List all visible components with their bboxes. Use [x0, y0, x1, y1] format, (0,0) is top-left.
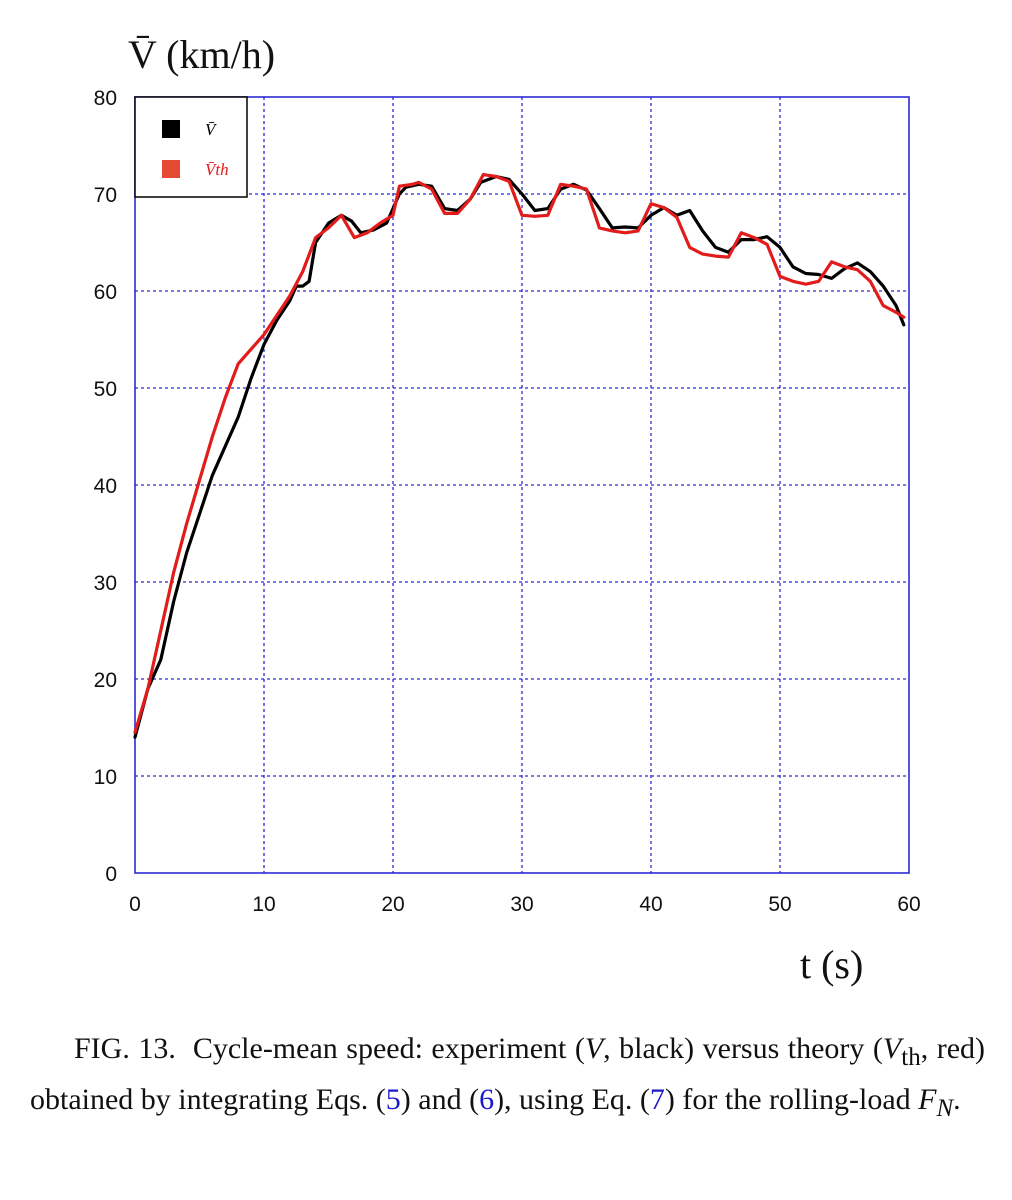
y-tick-label: 30 [94, 572, 117, 595]
speed-chart: 0 10 20 30 40 50 60 0 10 20 30 40 50 60 70 80 V̄ V̄th V… [94, 32, 921, 987]
grid [135, 97, 909, 873]
figure-caption: FIG. 13. Cycle-mean speed: experiment (V… [30, 1028, 985, 1130]
x-tick-label: 50 [768, 893, 791, 916]
caption-text: ), using Eq. ( [494, 1083, 650, 1116]
x-axis-title: t (s) [800, 942, 863, 987]
y-tick-label: 50 [94, 378, 117, 401]
plot-frame [134, 96, 910, 874]
y-tick-label: 80 [94, 87, 117, 110]
y-tick-label: 40 [94, 475, 117, 498]
caption-var-vth: V [882, 1032, 902, 1065]
eq7-link[interactable]: 7 [649, 1083, 665, 1116]
caption-vth-subscript: th [901, 1044, 921, 1071]
caption-text: ) and ( [400, 1083, 480, 1116]
y-tick-label: 70 [94, 184, 117, 207]
caption-text: ) for the rolling-load [664, 1083, 919, 1116]
series-layer [133, 173, 906, 739]
x-tick-label: 10 [252, 893, 275, 916]
eq6-link[interactable]: 6 [479, 1083, 495, 1116]
x-tick-label: 20 [381, 893, 404, 916]
tick-labels: 0 10 20 30 40 50 60 0 10 20 30 40 50 60 70 80 [94, 87, 921, 916]
caption-text: . [953, 1083, 961, 1116]
y-tick-label: 20 [94, 669, 117, 692]
x-tick-label: 60 [897, 893, 920, 916]
y-tick-label: 10 [94, 766, 117, 789]
eq5-link[interactable]: 5 [385, 1083, 401, 1116]
y-tick-label: 60 [94, 281, 117, 304]
legend-swatch-v [162, 120, 180, 138]
legend-label-vth: V̄th [205, 160, 229, 179]
caption-text: , black) versus theory ( [603, 1032, 883, 1065]
legend-label-v: V̄ [205, 120, 218, 139]
y-tick-label: 0 [105, 863, 117, 886]
series-line-0 [133, 174, 906, 739]
caption-f-subscript: N [936, 1095, 954, 1122]
series-line-1 [133, 173, 906, 734]
x-tick-label: 0 [129, 893, 141, 916]
caption-text: Cycle-mean speed: experiment ( [192, 1032, 585, 1065]
caption-var-v: V [584, 1032, 604, 1065]
caption-fig-label: FIG. 13. [74, 1032, 176, 1065]
caption-text: , red) obtained by integrating Eqs. ( [30, 1032, 985, 1116]
y-axis-title: V̄ (km/h) [128, 32, 275, 77]
x-tick-label: 40 [639, 893, 662, 916]
legend-swatch-vth [162, 160, 180, 178]
legend: V̄ V̄th [134, 96, 248, 198]
caption-var-f: F [918, 1083, 937, 1116]
x-tick-label: 30 [510, 893, 533, 916]
legend-box [134, 96, 248, 198]
